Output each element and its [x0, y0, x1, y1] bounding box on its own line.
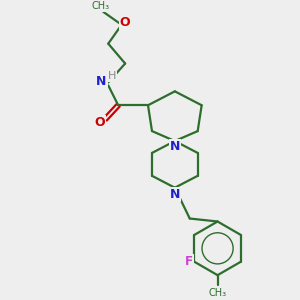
Text: N: N: [170, 188, 180, 201]
Text: N: N: [96, 75, 106, 88]
Text: O: O: [120, 16, 130, 29]
Text: CH₃: CH₃: [208, 288, 226, 298]
Text: H: H: [108, 71, 116, 81]
Text: F: F: [185, 255, 194, 268]
Text: N: N: [170, 140, 180, 154]
Text: CH₃: CH₃: [91, 1, 110, 11]
Text: O: O: [94, 116, 105, 129]
